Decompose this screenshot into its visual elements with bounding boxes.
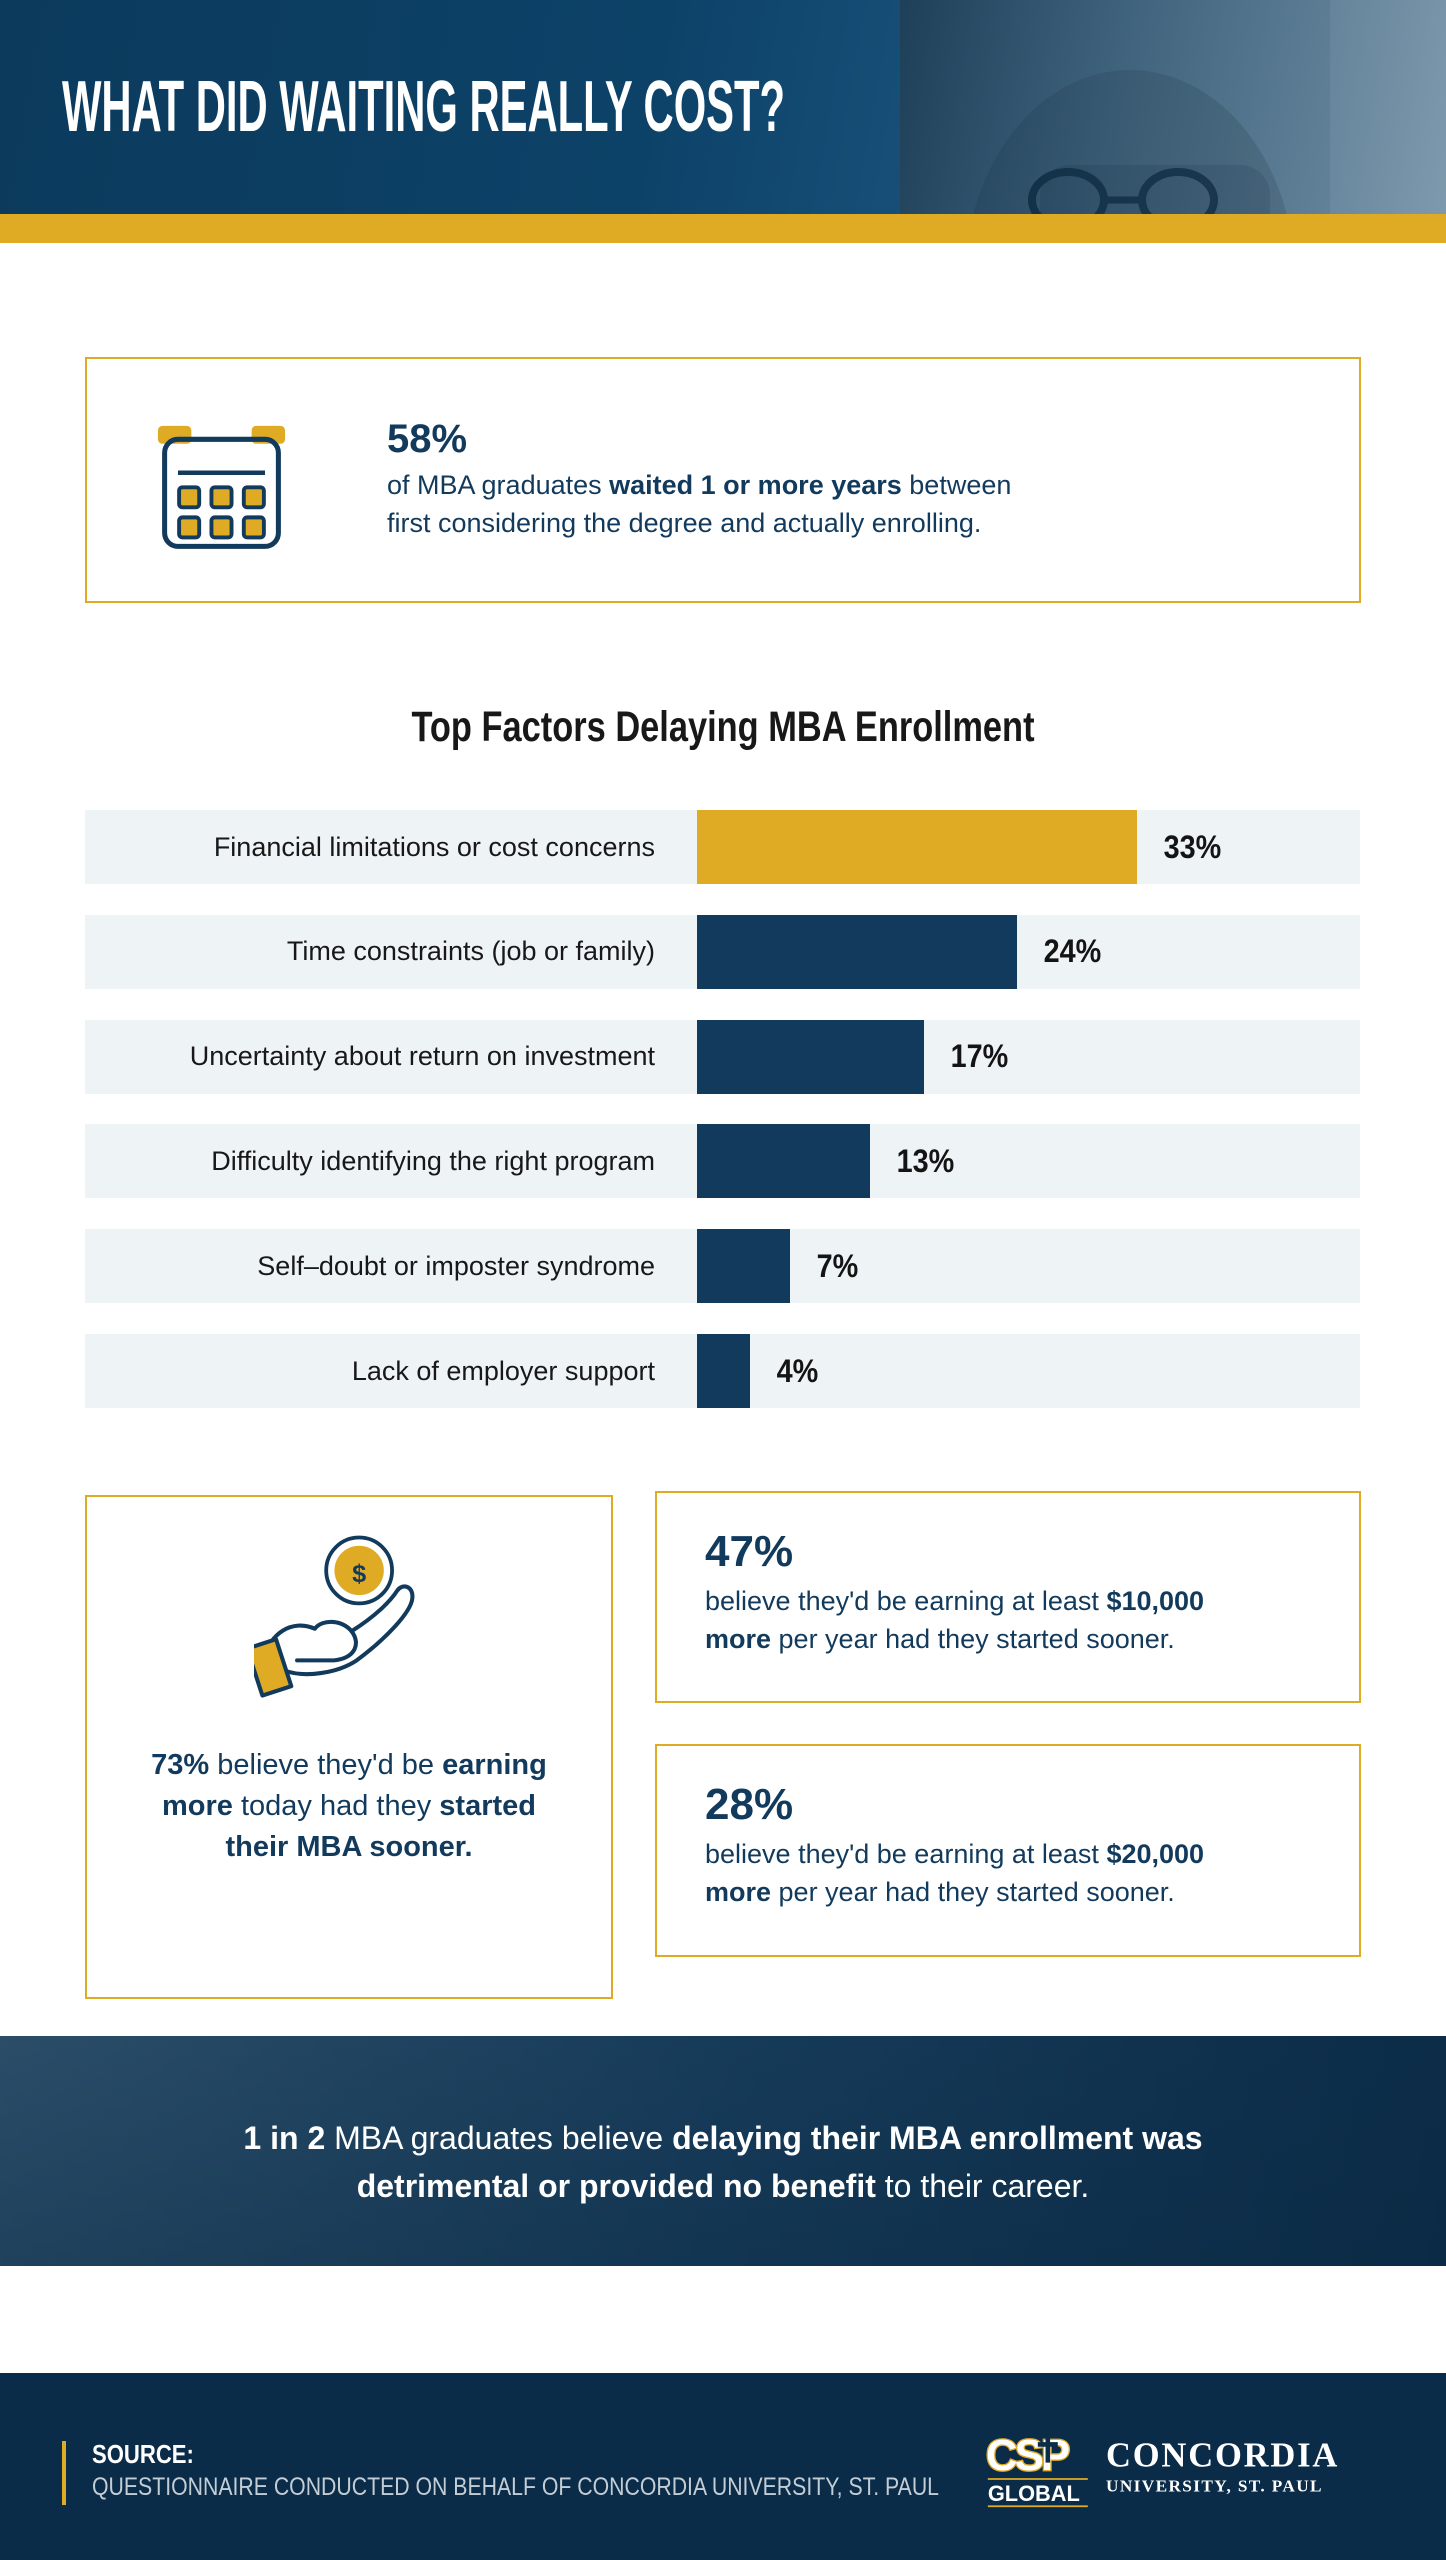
svg-text:CSP: CSP [986, 2432, 1069, 2480]
svg-text:UNIVERSITY, ST. PAUL: UNIVERSITY, ST. PAUL [1106, 2477, 1323, 2496]
svg-text:CONCORDIA: CONCORDIA [1106, 2436, 1339, 2474]
svg-text:GLOBAL: GLOBAL [988, 2481, 1080, 2506]
svg-text:$: $ [352, 1560, 366, 1588]
